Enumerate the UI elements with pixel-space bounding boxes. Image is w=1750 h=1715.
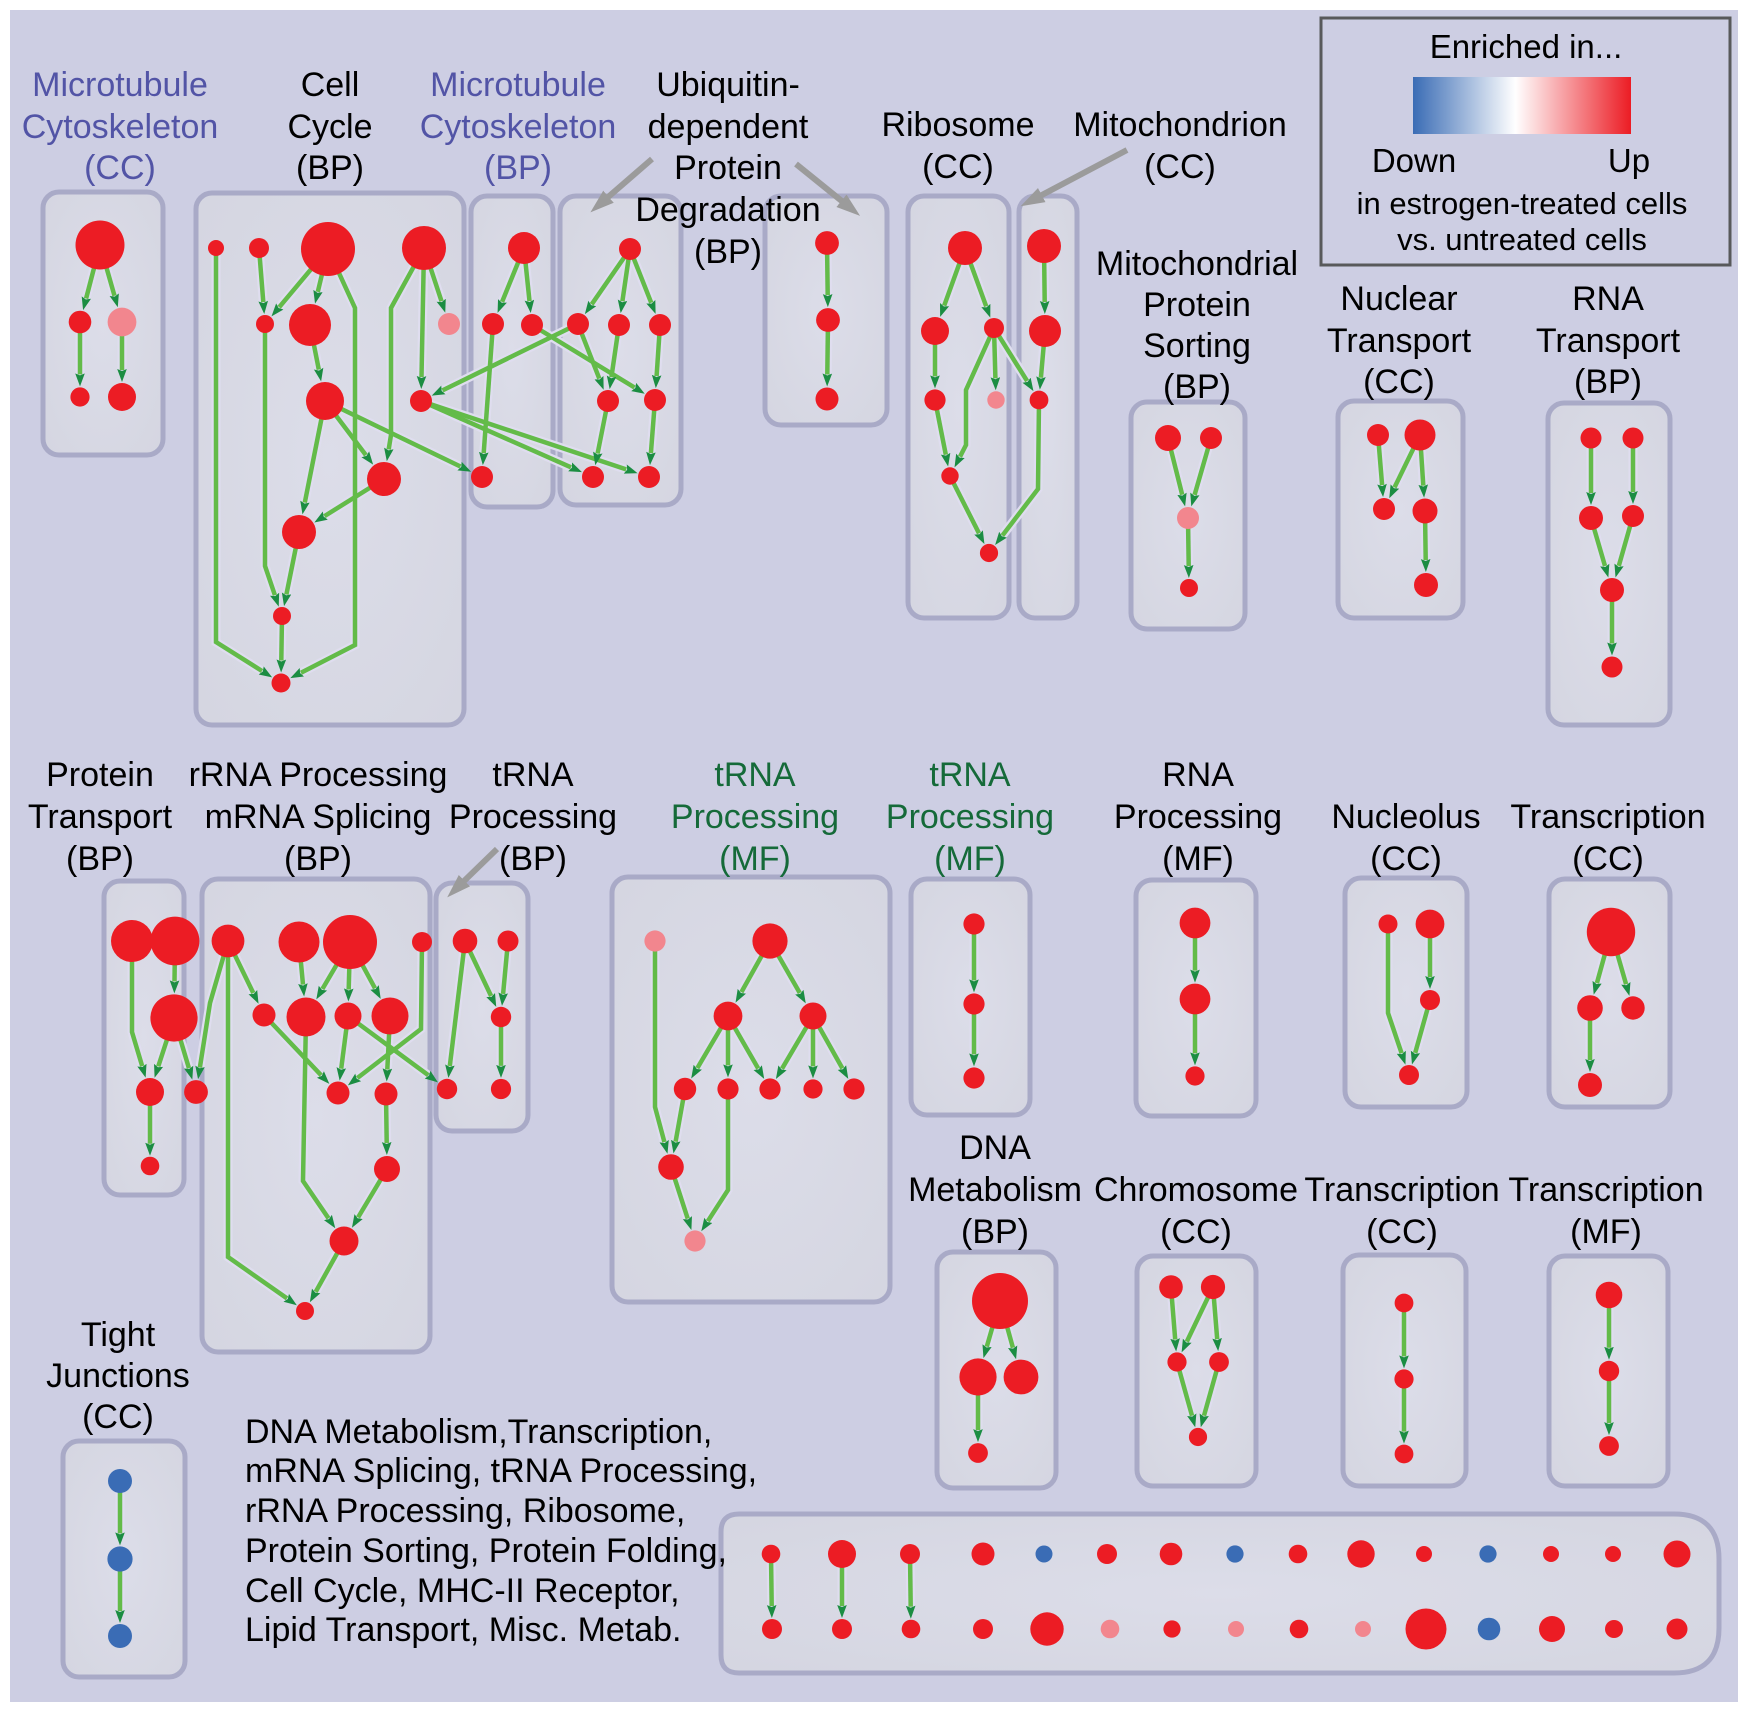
svg-text:Cell Cycle, MHC-II Receptor,: Cell Cycle, MHC-II Receptor, <box>245 1572 680 1610</box>
svg-text:Transcription: Transcription <box>1510 798 1705 836</box>
svg-text:mRNA Splicing, tRNA Processing: mRNA Splicing, tRNA Processing, <box>245 1452 757 1490</box>
svg-text:(CC): (CC) <box>1572 840 1644 878</box>
svg-text:dependent: dependent <box>648 108 809 146</box>
svg-text:Processing: Processing <box>671 798 839 836</box>
svg-text:Sorting: Sorting <box>1143 327 1251 365</box>
svg-text:tRNA: tRNA <box>492 756 574 794</box>
svg-text:Cycle: Cycle <box>287 108 372 146</box>
svg-text:Mitochondrial: Mitochondrial <box>1096 245 1298 283</box>
svg-text:in estrogen-treated cells: in estrogen-treated cells <box>1357 186 1688 221</box>
svg-text:Cytoskeleton: Cytoskeleton <box>22 108 219 146</box>
svg-text:Down: Down <box>1372 142 1456 179</box>
svg-text:Metabolism: Metabolism <box>908 1171 1082 1209</box>
svg-text:Transport: Transport <box>1536 322 1681 360</box>
svg-text:Processing: Processing <box>886 798 1054 836</box>
svg-text:DNA Metabolism,Transcription,: DNA Metabolism,Transcription, <box>245 1413 712 1451</box>
svg-text:Mitochondrion: Mitochondrion <box>1073 106 1287 144</box>
svg-text:(CC): (CC) <box>82 1398 154 1436</box>
svg-text:(BP): (BP) <box>961 1213 1029 1251</box>
svg-text:RNA: RNA <box>1572 280 1644 318</box>
svg-text:rRNA Processing: rRNA Processing <box>189 756 448 794</box>
svg-text:DNA: DNA <box>959 1129 1031 1167</box>
svg-text:Ubiquitin-: Ubiquitin- <box>656 66 800 104</box>
svg-text:(BP): (BP) <box>499 840 567 878</box>
svg-text:Lipid Transport, Misc. Metab.: Lipid Transport, Misc. Metab. <box>245 1611 682 1649</box>
svg-text:tRNA: tRNA <box>714 756 796 794</box>
svg-text:Nuclear: Nuclear <box>1340 280 1457 318</box>
svg-text:(BP): (BP) <box>284 840 352 878</box>
svg-text:Degradation: Degradation <box>635 191 820 229</box>
svg-text:(BP): (BP) <box>694 233 762 271</box>
svg-text:Nucleolus: Nucleolus <box>1331 798 1480 836</box>
svg-text:(CC): (CC) <box>1370 840 1442 878</box>
svg-text:(CC): (CC) <box>1366 1213 1438 1251</box>
svg-text:Transcription: Transcription <box>1304 1171 1499 1209</box>
svg-text:(BP): (BP) <box>296 149 364 187</box>
svg-text:RNA: RNA <box>1162 756 1234 794</box>
svg-text:Junctions: Junctions <box>46 1357 190 1395</box>
svg-text:(MF): (MF) <box>1570 1213 1642 1251</box>
svg-text:(MF): (MF) <box>719 840 791 878</box>
svg-text:Enriched in...: Enriched in... <box>1430 28 1623 65</box>
svg-text:mRNA Splicing: mRNA Splicing <box>205 798 432 836</box>
svg-text:Protein: Protein <box>1143 286 1251 324</box>
svg-text:Processing: Processing <box>1114 798 1282 836</box>
svg-text:vs. untreated cells: vs. untreated cells <box>1397 222 1647 257</box>
svg-text:Cell: Cell <box>301 66 360 104</box>
svg-text:Microtubule: Microtubule <box>430 66 606 104</box>
svg-text:(CC): (CC) <box>922 148 994 186</box>
svg-text:Protein: Protein <box>674 149 782 187</box>
svg-text:Transport: Transport <box>1327 322 1472 360</box>
svg-text:(BP): (BP) <box>1574 363 1642 401</box>
svg-text:(MF): (MF) <box>934 840 1006 878</box>
svg-text:(CC): (CC) <box>1144 148 1216 186</box>
svg-text:Tight: Tight <box>81 1316 156 1354</box>
svg-text:(BP): (BP) <box>484 149 552 187</box>
svg-text:(MF): (MF) <box>1162 840 1234 878</box>
svg-text:tRNA: tRNA <box>929 756 1011 794</box>
svg-text:(BP): (BP) <box>1163 368 1231 406</box>
svg-text:rRNA Processing, Ribosome,: rRNA Processing, Ribosome, <box>245 1492 685 1530</box>
svg-text:Ribosome: Ribosome <box>881 106 1034 144</box>
svg-text:Chromosome: Chromosome <box>1094 1171 1298 1209</box>
svg-text:Processing: Processing <box>449 798 617 836</box>
svg-text:Protein Sorting, Protein Foldi: Protein Sorting, Protein Folding, <box>245 1532 727 1570</box>
svg-text:(BP): (BP) <box>66 840 134 878</box>
svg-text:Transcription: Transcription <box>1508 1171 1703 1209</box>
svg-text:Transport: Transport <box>28 798 173 836</box>
svg-text:Cytoskeleton: Cytoskeleton <box>420 108 617 146</box>
svg-text:Microtubule: Microtubule <box>32 66 208 104</box>
svg-text:(CC): (CC) <box>84 149 156 187</box>
svg-text:(CC): (CC) <box>1363 363 1435 401</box>
svg-text:Protein: Protein <box>46 756 154 794</box>
svg-text:Up: Up <box>1608 142 1650 179</box>
svg-text:(CC): (CC) <box>1160 1213 1232 1251</box>
